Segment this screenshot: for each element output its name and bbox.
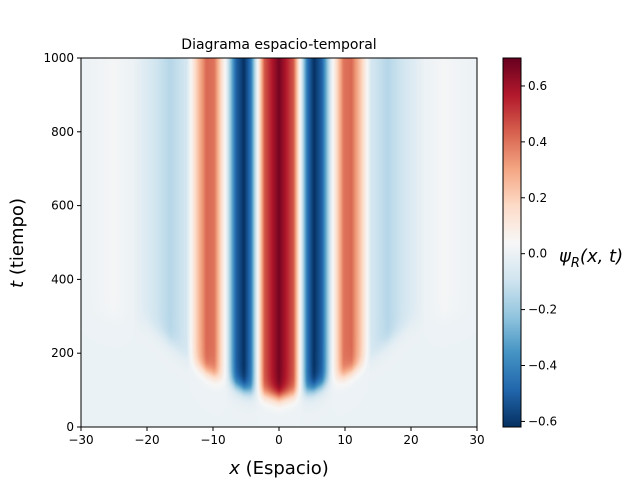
- y-tick-label: 800: [51, 125, 74, 139]
- x-tick-label: −20: [134, 433, 159, 447]
- colorbar-label-psi: ψ: [559, 246, 572, 267]
- colorbar-tick-label: −0.6: [528, 414, 557, 428]
- y-tick-label: 400: [51, 272, 74, 286]
- colorbar-tick-label: −0.4: [528, 359, 557, 373]
- y-axis-ticks: 0 200 400 600 800 1000: [43, 51, 81, 434]
- x-tick-label: 10: [337, 433, 352, 447]
- heatmap-image: [81, 58, 477, 427]
- x-tick-label: −10: [200, 433, 225, 447]
- colorbar-tick-label: 0.2: [528, 191, 547, 205]
- y-tick-label: 200: [51, 346, 74, 360]
- chart-title: Diagrama espacio-temporal: [181, 37, 376, 53]
- colorbar-tick-label: −0.2: [528, 303, 557, 317]
- x-axis-ticks: −30 −20 −10 0 10 20 30: [68, 427, 485, 447]
- x-axis-variable: x: [228, 458, 240, 479]
- y-axis-label-text: (tiempo): [7, 198, 28, 281]
- x-axis-label: x (Espacio): [228, 458, 329, 479]
- y-axis-label: t (tiempo): [7, 198, 28, 288]
- y-tick-label: 600: [51, 199, 74, 213]
- y-tick-label: 1000: [43, 51, 74, 65]
- colorbar: [502, 57, 522, 428]
- x-tick-label: −30: [68, 433, 93, 447]
- y-axis-variable: t: [7, 280, 28, 288]
- colorbar-tick-label: 0.6: [528, 79, 547, 93]
- x-tick-label: 30: [469, 433, 484, 447]
- x-axis-label-text: (Espacio): [240, 458, 329, 479]
- colorbar-tick-label: 0.0: [528, 247, 547, 261]
- colorbar-label: ψR(x, t): [559, 246, 623, 271]
- colorbar-ticks: −0.6 −0.4 −0.2 0.0 0.2 0.4 0.6: [521, 79, 557, 428]
- colorbar-label-args: (x, t): [580, 246, 623, 267]
- x-tick-label: 20: [403, 433, 418, 447]
- x-tick-label: 0: [275, 433, 283, 447]
- colorbar-label-subscript: R: [571, 256, 580, 271]
- colorbar-tick-label: 0.4: [528, 135, 547, 149]
- y-tick-label: 0: [66, 420, 74, 434]
